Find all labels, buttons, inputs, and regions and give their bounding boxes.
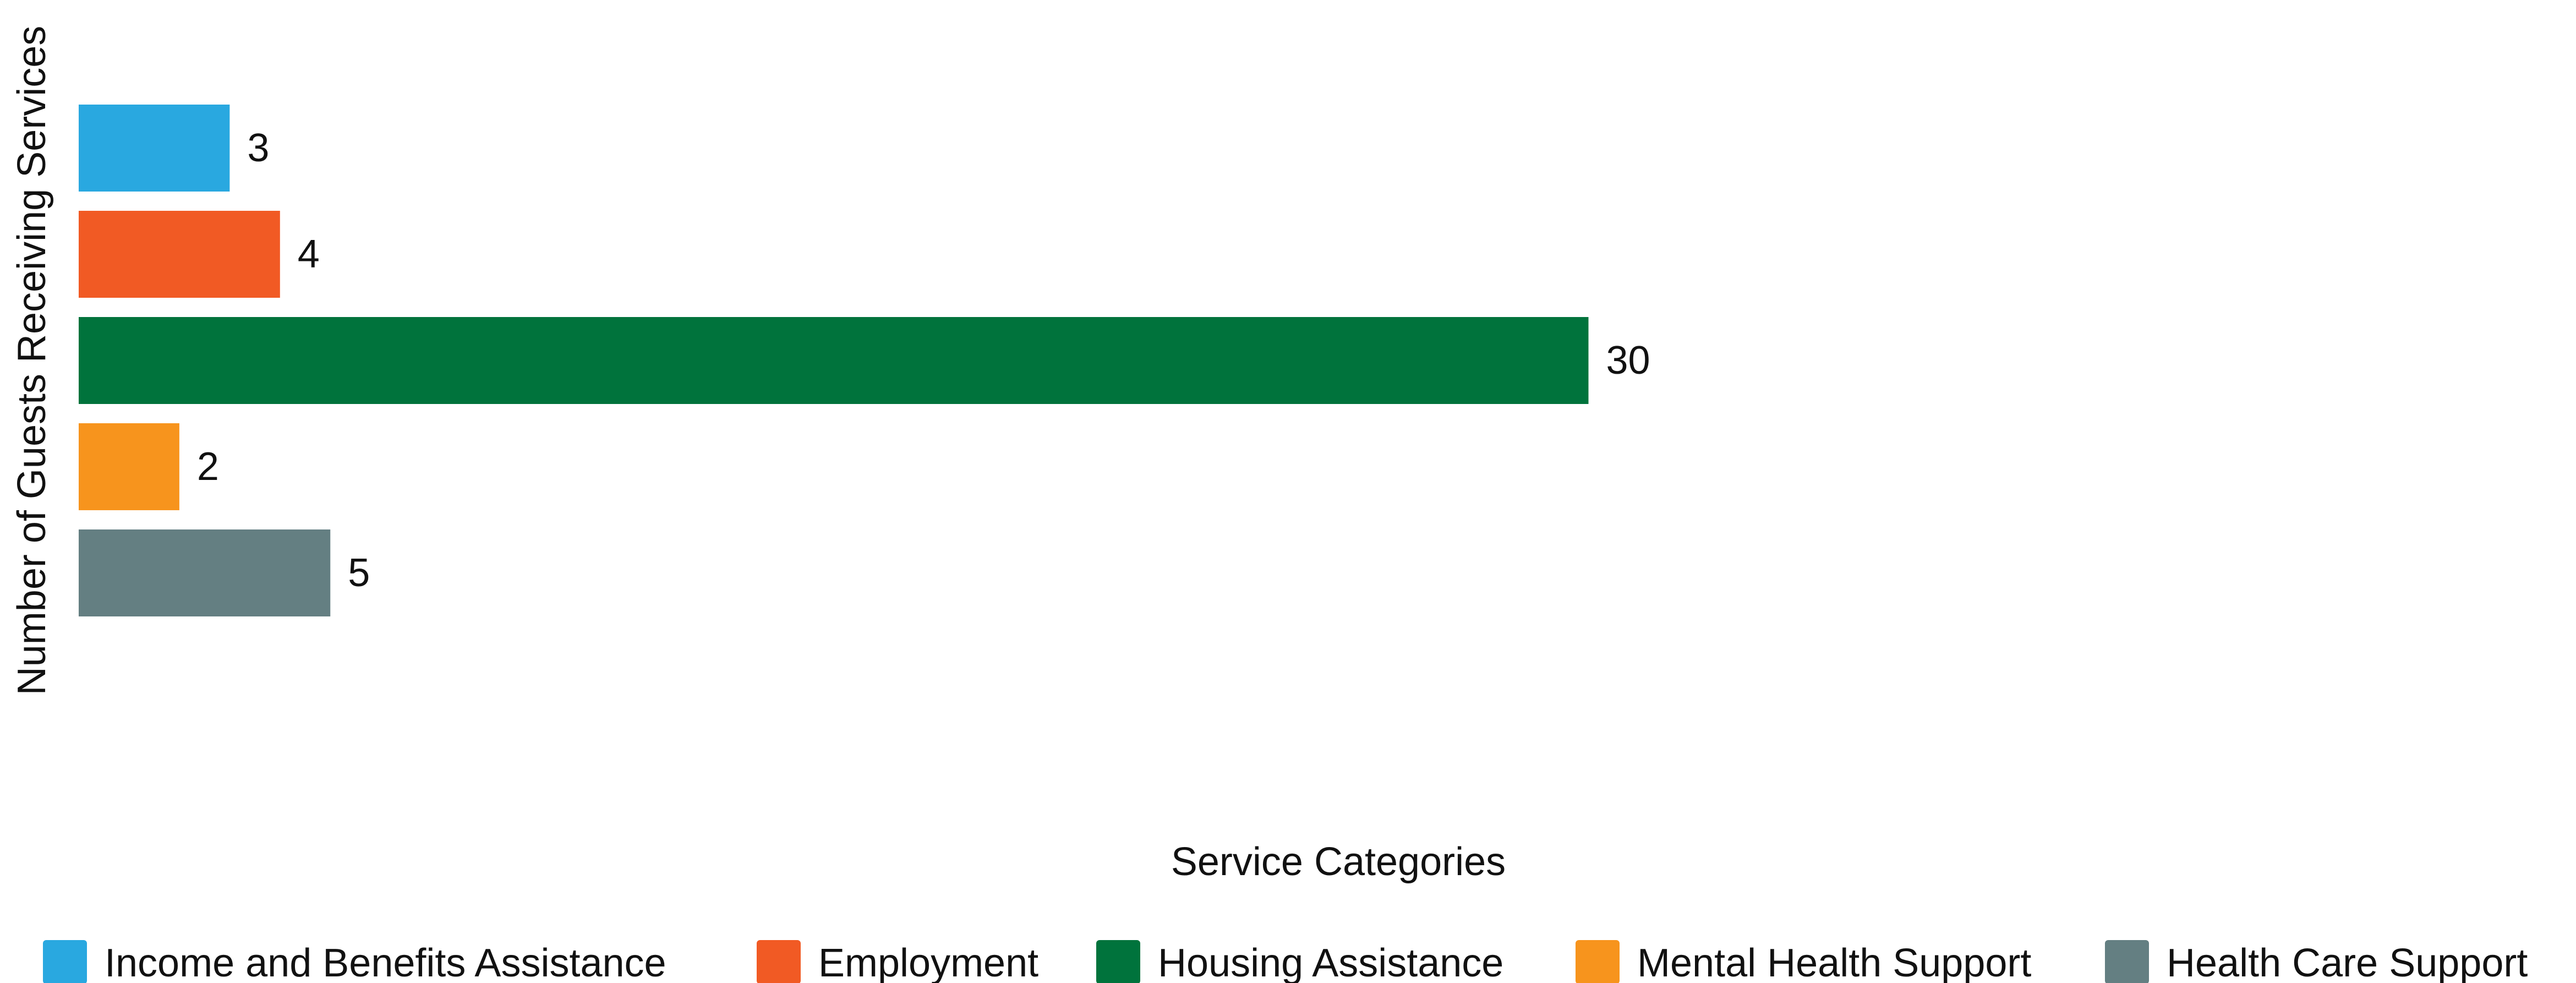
legend-item-health-care-support: Health Care Support [2105, 940, 2528, 983]
legend-item-employment: Employment [757, 940, 1038, 983]
data-label-housing-assistance: 30 [1606, 338, 1650, 383]
bar-mental-health-support [79, 423, 179, 510]
x-axis-title: Service Categories [1171, 840, 1506, 884]
legend-label-employment: Employment [818, 941, 1038, 983]
legend-swatch-income-and-benefits-assistance [43, 940, 87, 983]
bar-employment [79, 211, 280, 298]
legend-item-mental-health-support: Mental Health Support [1576, 940, 2031, 983]
data-label-income-and-benefits-assistance: 3 [247, 126, 269, 170]
y-axis-title: Number of Guests Receiving Services [10, 26, 54, 695]
legend-item-housing-assistance: Housing Assistance [1096, 940, 1503, 983]
legend-swatch-mental-health-support [1576, 940, 1620, 983]
legend-swatch-housing-assistance [1096, 940, 1140, 983]
bar-income-and-benefits-assistance [79, 105, 230, 192]
value-labels-layer: 3 4 30 2 5 [197, 126, 1650, 595]
legend-label-housing-assistance: Housing Assistance [1158, 941, 1503, 983]
data-label-employment: 4 [298, 232, 320, 276]
legend-label-health-care-support: Health Care Support [2167, 941, 2528, 983]
legend-label-mental-health-support: Mental Health Support [1637, 941, 2031, 983]
legend: Income and Benefits Assistance Employment… [43, 940, 2528, 983]
data-label-mental-health-support: 2 [197, 445, 219, 489]
legend-label-income-and-benefits-assistance: Income and Benefits Assistance [105, 941, 666, 983]
legend-swatch-health-care-support [2105, 940, 2149, 983]
legend-swatch-employment [757, 940, 801, 983]
legend-item-income-and-benefits-assistance: Income and Benefits Assistance [43, 940, 666, 983]
bar-housing-assistance [79, 317, 1589, 404]
bar-health-care-support [79, 529, 331, 616]
bars-layer [79, 105, 1589, 616]
data-label-health-care-support: 5 [348, 551, 370, 595]
